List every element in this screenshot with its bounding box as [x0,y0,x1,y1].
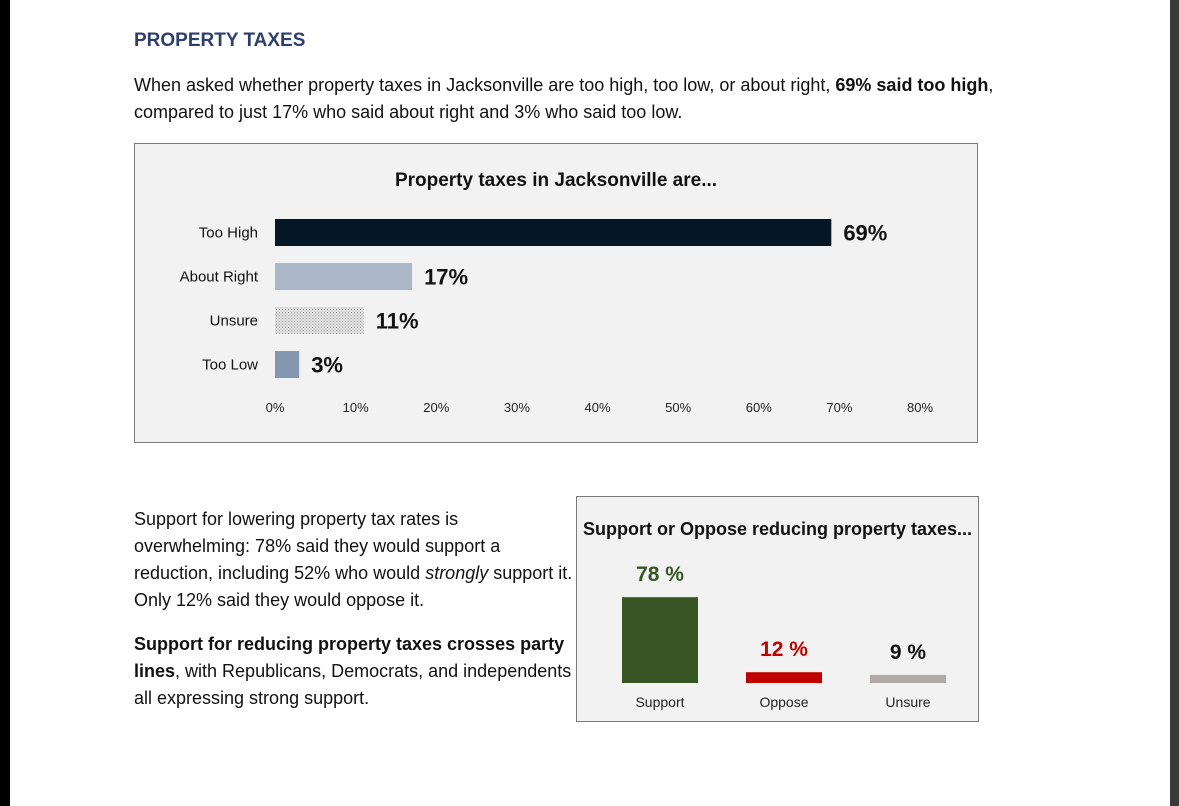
x-tick-label: 70% [826,400,852,415]
intro-paragraph: When asked whether property taxes in Jac… [134,72,1014,126]
x-tick-label: 60% [746,400,772,415]
value-label-unsure: 11% [376,309,419,334]
x-tick-label: 0% [266,400,285,415]
party-lines-paragraph: Support for reducing property taxes cros… [134,631,574,712]
x-tick-label: 50% [665,400,691,415]
category-label-too-low: Too Low [202,357,258,374]
category-label-support: Support [635,694,684,710]
scrollbar-track[interactable] [1170,0,1179,806]
property-taxes-chart: Property taxes in Jacksonville are... To… [134,143,978,443]
support-paragraph: Support for lowering property tax rates … [134,506,574,614]
bar-too-low [275,351,300,378]
bar-too-high [275,219,832,246]
value-label-about-right: 17% [424,265,468,290]
support-oppose-chart: Support or Oppose reducing property taxe… [576,496,979,722]
x-tick-label: 30% [504,400,530,415]
category-label-too-high: Too High [199,225,258,242]
value-label-too-low: 3% [311,353,343,378]
party-lines-bold-text: Support for reducing property taxes cros… [134,634,565,681]
support-text-1: Support for lowering property tax rates … [134,509,501,583]
bar-oppose [746,672,822,683]
x-tick-label: 10% [343,400,369,415]
value-label-too-high: 69% [843,221,887,246]
category-label-oppose: Oppose [759,694,808,710]
x-tick-label: 40% [584,400,610,415]
value-label-oppose: 12 % [760,638,808,661]
support-text-2: support it. Only 12% said they would opp… [134,563,573,610]
bar-support [622,597,698,683]
party-lines-text: , with Republicans, Democrats, and indep… [134,661,572,708]
support-italic-text: strongly [425,563,489,583]
intro-bold-text: 69% said too high [835,75,989,95]
category-label-unsure: Unsure [210,313,258,330]
value-label-support: 78 % [636,563,684,586]
category-label-unsure: Unsure [885,694,930,710]
intro-text-2: , compared to just 17% who said about ri… [134,75,994,122]
section-heading: PROPERTY TAXES [134,30,306,51]
chart-title: Support or Oppose reducing property taxe… [582,519,973,539]
x-tick-label: 80% [907,400,933,415]
support-oppose-bar-chart: 78 % Support 12 % Oppose 9 % Unsure [622,563,946,710]
bar-unsure [870,674,946,683]
value-label-unsure: 9 % [890,641,927,664]
bar-unsure [275,307,364,334]
property-taxes-bar-chart: Too High 69% About Right 17% Unsure 11% Too Lo… [180,219,933,415]
intro-text-1: When asked whether property taxes in Jac… [134,75,836,95]
chart-title: Property taxes in Jacksonville are... [394,170,718,191]
x-tick-label: 20% [423,400,449,415]
category-label-about-right: About Right [180,269,259,286]
bar-about-right [275,263,413,290]
